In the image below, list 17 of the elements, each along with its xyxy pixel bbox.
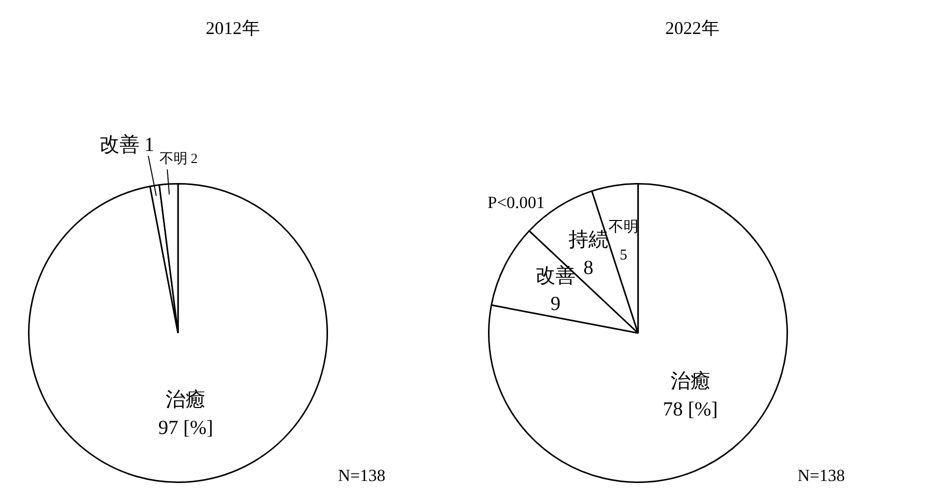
slice-label: 改善 1: [99, 133, 154, 156]
chart-title: 2022年: [664, 17, 720, 40]
data-label: 5: [619, 248, 627, 264]
chart-title: 2012年: [204, 17, 261, 40]
data-label: 78 [%]: [662, 398, 718, 420]
data-label: 8: [582, 257, 593, 280]
slice-label: 不明: [608, 220, 638, 236]
slice-label: 持続: [568, 229, 608, 252]
slice-label: 不明 2: [159, 152, 198, 168]
slice-label: 改善: [535, 264, 576, 288]
text: N=138: [338, 466, 386, 486]
data-label: 97 [%]: [158, 416, 214, 439]
slice-label: 治癒: [670, 370, 710, 392]
text: P<0.001: [488, 193, 545, 213]
data-label: 9: [550, 293, 560, 316]
text: N=138: [798, 466, 845, 486]
slice-label: 治癒: [166, 388, 206, 411]
